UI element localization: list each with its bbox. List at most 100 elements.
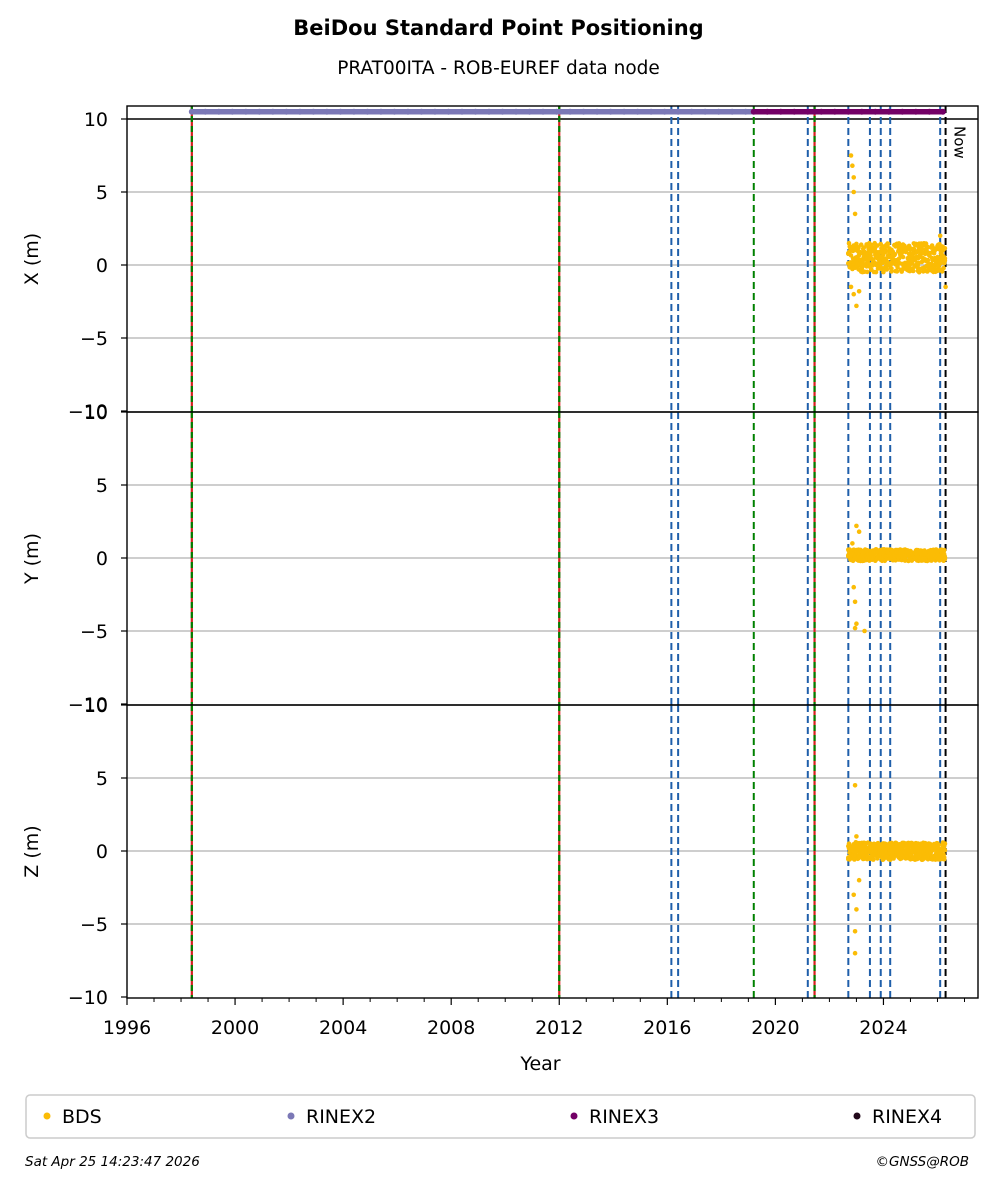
rinex2-bar-point: [675, 108, 682, 115]
legend: BDS RINEX2 RINEX3 RINEX4: [25, 1094, 976, 1139]
legend-marker-rinex3: [570, 1112, 578, 1120]
bds-point: [942, 841, 948, 847]
bds-point: [942, 847, 948, 853]
rinex2-bar-point: [729, 108, 736, 115]
rinex3-bar-point: [791, 108, 798, 115]
bds-point: [854, 907, 859, 912]
x-tick-label: 2016: [643, 1017, 691, 1039]
bds-point: [850, 541, 855, 546]
rinex2-bar-point: [269, 108, 276, 115]
rinex3-bar-point: [912, 108, 919, 115]
bds-point: [943, 284, 948, 290]
x-tick-label: 2008: [427, 1017, 475, 1039]
rinex2-bar-point: [215, 108, 222, 115]
bds-point: [864, 269, 870, 275]
rinex2-bar-point: [526, 108, 533, 115]
bds-point: [856, 877, 862, 883]
rinex2-bar-point: [323, 108, 330, 115]
bds-point: [856, 245, 861, 250]
rinex2-bar-point: [310, 108, 317, 115]
bds-point: [935, 842, 941, 847]
legend-label-rinex4: RINEX4: [872, 1106, 942, 1128]
bds-point: [848, 153, 854, 158]
y-tick-label: 5: [96, 475, 108, 497]
y-tick-label: −5: [80, 621, 108, 643]
bds-point: [852, 929, 858, 934]
x-tick-label: 2024: [859, 1017, 907, 1039]
legend-marker-rinex2: [287, 1112, 295, 1120]
rinex2-bar-point: [242, 108, 249, 115]
rinex2-bar-point: [229, 108, 236, 115]
y-tick-label: 10: [84, 695, 108, 717]
bds-point: [941, 856, 947, 862]
bds-point: [850, 163, 855, 169]
bds-point: [868, 253, 873, 258]
y-tick-label: 5: [96, 768, 108, 790]
y-tick-label: −10: [68, 401, 108, 423]
rinex3-bar-point: [872, 108, 879, 115]
now-label: Now: [951, 126, 969, 159]
bds-point: [925, 257, 931, 263]
rinex3-bar-point: [764, 108, 771, 115]
bds-point: [851, 892, 857, 898]
rinex2-bar-point: [715, 108, 722, 115]
rinex2-bar-point: [580, 108, 587, 115]
bds-point: [937, 233, 943, 239]
y-tick-label: 10: [84, 402, 108, 424]
bds-point: [902, 558, 908, 563]
panel-y: −10 −5 0 5 10 Y (m): [21, 402, 979, 716]
bds-point: [923, 241, 929, 246]
y-axis-label: Y (m): [21, 533, 43, 585]
bds-point: [904, 247, 909, 253]
bds-point: [852, 950, 858, 956]
bds-point: [851, 175, 857, 180]
panel-frame: [126, 704, 979, 999]
rinex2-bar-point: [499, 108, 506, 115]
bds-point: [942, 556, 948, 562]
legend-label-rinex2: RINEX2: [306, 1106, 376, 1128]
rinex2-bar-point: [283, 108, 290, 115]
legend-label-bds: BDS: [62, 1106, 102, 1128]
panel-z: −10 −5 0 5 10 Z (m): [21, 695, 979, 1009]
rinex2-bar-point: [445, 108, 452, 115]
rinex2-bar-point: [648, 108, 655, 115]
bds-point: [885, 241, 891, 247]
bds-point: [941, 265, 946, 271]
rinex2-bar-point: [418, 108, 425, 115]
bds-point: [942, 258, 948, 263]
legend-marker-rinex4: [853, 1112, 861, 1120]
rinex2-bar-point: [702, 108, 709, 115]
rinex2-bar-point: [202, 108, 209, 115]
rinex2-bar-point: [337, 108, 344, 115]
bds-point: [856, 529, 862, 535]
rinex2-bar-point: [540, 108, 547, 115]
y-axis-label: Z (m): [21, 825, 43, 877]
bds-point: [862, 628, 867, 634]
x-axis: 1996 2000 2004 2008 2012 2016 2020 2024 Year: [103, 998, 965, 1075]
bds-point: [852, 211, 858, 217]
y-tick-label: −5: [80, 328, 108, 350]
rinex2-bar-point: [486, 108, 493, 115]
bds-point: [941, 547, 947, 553]
bds-point: [871, 857, 876, 862]
rinex3-bar-point: [899, 108, 906, 115]
bds-point: [910, 268, 916, 274]
bds-point: [854, 621, 859, 626]
rinex3-bar-point: [845, 108, 852, 115]
x-tick-label: 2012: [535, 1017, 583, 1039]
rinex2-bar-point: [256, 108, 263, 115]
rinex2-bar-point: [594, 108, 601, 115]
rinex3-bar-point: [750, 108, 757, 115]
bds-point: [851, 189, 857, 195]
bds-point: [925, 244, 931, 250]
legend-label-rinex3: RINEX3: [589, 1106, 659, 1128]
x-tick-label: 2004: [319, 1017, 367, 1039]
rinex2-bar-point: [458, 108, 465, 115]
x-axis-label: Year: [519, 1053, 560, 1075]
bds-point: [892, 252, 898, 257]
rinex2-bar-point: [296, 108, 303, 115]
bds-point: [889, 266, 894, 271]
bds-point: [854, 523, 859, 529]
y-tick-label: 0: [96, 255, 108, 277]
rinex2-bar-point: [513, 108, 520, 115]
